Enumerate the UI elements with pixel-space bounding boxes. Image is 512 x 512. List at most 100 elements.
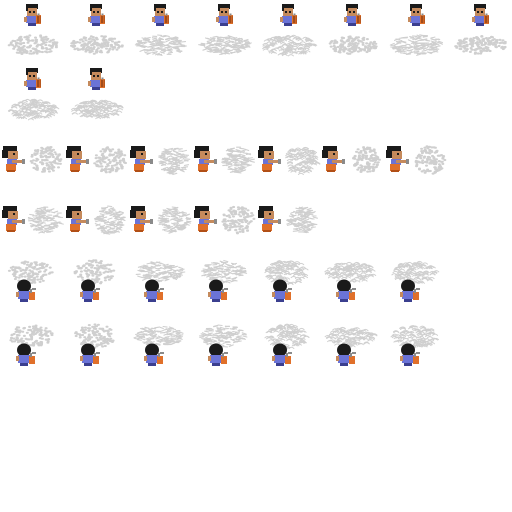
spray-particle <box>427 170 431 173</box>
spray-particle <box>205 264 211 268</box>
spray-particle <box>224 41 230 45</box>
spray-particle <box>172 265 178 269</box>
spray-particle <box>359 150 363 153</box>
spray-particle <box>93 340 97 343</box>
spray-particle <box>95 275 99 279</box>
nozzle <box>278 219 281 224</box>
spray-particle <box>21 46 25 49</box>
spray-particle <box>162 325 168 328</box>
pants <box>92 87 100 90</box>
spray-particle <box>310 223 316 227</box>
spray-particle <box>213 267 219 269</box>
spray-particle <box>42 273 46 277</box>
spray-particle <box>344 273 351 276</box>
spray-particle <box>296 278 302 281</box>
spray-particle <box>328 42 332 45</box>
spray-particle <box>31 271 35 274</box>
spray-particle <box>34 225 40 228</box>
spray-particle <box>50 46 54 49</box>
spray-particle <box>98 210 104 213</box>
spray-particle <box>94 157 98 160</box>
spray-cloud <box>7 260 54 284</box>
arm <box>400 292 403 297</box>
hair <box>387 146 401 152</box>
shirt <box>346 16 358 23</box>
spray-particle <box>225 39 231 43</box>
face <box>475 8 485 16</box>
hair <box>154 4 166 9</box>
spray-particle <box>52 148 55 151</box>
hair <box>67 206 81 212</box>
spray-particle <box>299 209 305 212</box>
spray-particle <box>101 227 107 229</box>
spray-particle <box>282 278 288 281</box>
hair <box>346 4 358 9</box>
spray-particle <box>357 40 361 43</box>
spray-particle <box>155 264 161 267</box>
sprite-canvas <box>264 260 309 302</box>
spray-particle <box>107 209 114 212</box>
sprite-frame <box>384 0 448 64</box>
spray-particle <box>146 52 152 55</box>
spray-particle <box>356 148 360 151</box>
spray-particle <box>109 227 115 230</box>
spray-particle <box>177 159 183 162</box>
spray-particle <box>372 163 376 166</box>
spray-particle <box>95 280 99 283</box>
spray-particle <box>99 260 103 263</box>
spray-particle <box>425 160 429 163</box>
arm <box>332 160 344 163</box>
spray-particle <box>349 47 353 50</box>
spray-particle <box>96 114 103 117</box>
hose <box>158 353 160 357</box>
spray-particle <box>441 162 445 165</box>
sprite-frame <box>0 64 64 128</box>
spray-particle <box>376 161 380 164</box>
spray-particle <box>414 276 421 279</box>
spray-particle <box>231 158 237 161</box>
spray-particle <box>93 323 97 326</box>
hair <box>323 146 337 152</box>
spray-particle <box>105 47 108 50</box>
spray-particle <box>234 332 240 336</box>
spray-particle <box>158 276 164 280</box>
spray-particle <box>295 163 302 166</box>
spray-particle <box>305 169 311 172</box>
spray-particle <box>376 156 380 159</box>
spray-particle <box>465 37 469 40</box>
spray-particle <box>246 152 252 156</box>
spray-particle <box>76 265 80 268</box>
spray-particle <box>102 221 108 224</box>
spray-particle <box>332 328 339 331</box>
nozzle <box>86 219 89 224</box>
spray-particle <box>99 262 103 265</box>
spray-particle <box>268 51 275 54</box>
spray-particle <box>303 213 309 217</box>
spray-particle <box>95 267 98 270</box>
face <box>91 8 101 16</box>
spray-particle <box>47 338 51 341</box>
spray-particle <box>238 230 242 233</box>
spray-particle <box>426 157 430 160</box>
spray-particle <box>78 112 85 115</box>
spray-particle <box>86 339 90 342</box>
spray-particle <box>161 223 167 226</box>
character-back <box>208 279 228 302</box>
spray-particle <box>219 260 225 264</box>
spray-particle <box>458 45 462 48</box>
spray-particle <box>347 45 350 48</box>
spray-particle <box>269 43 276 46</box>
spray-particle <box>463 47 467 50</box>
spray-particle <box>216 38 222 42</box>
spray-particle <box>288 346 295 349</box>
spray-particle <box>269 327 276 330</box>
spray-particle <box>294 261 301 264</box>
arm <box>140 220 152 223</box>
spray-particle <box>359 278 366 281</box>
hair-side <box>90 72 92 75</box>
hose <box>222 353 224 357</box>
sprite-frame <box>320 0 384 64</box>
spray-particle <box>276 326 283 329</box>
spray-particle <box>99 158 103 161</box>
spray-particle <box>29 334 33 338</box>
